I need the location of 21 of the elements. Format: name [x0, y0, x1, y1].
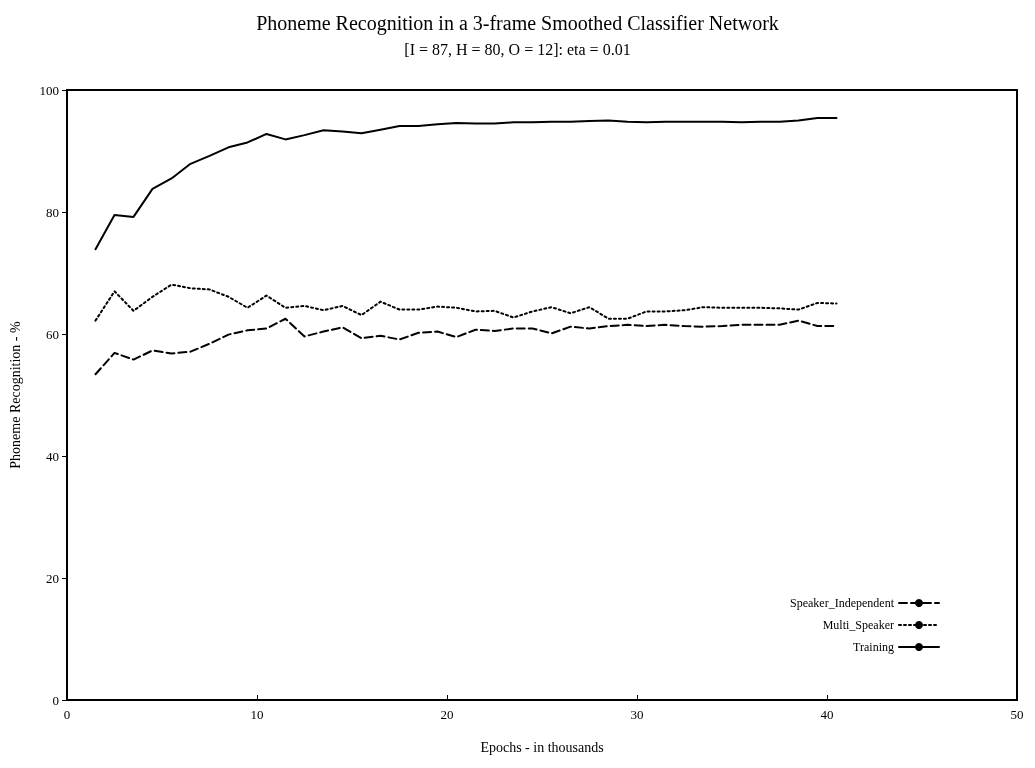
y-axis-title: Phoneme Recognition - %: [7, 320, 23, 469]
line-series: [94, 117, 838, 251]
y-tick-label: 60: [46, 326, 59, 342]
y-tick-label: 80: [46, 204, 59, 220]
legend-label: Training: [853, 640, 894, 654]
y-tick-label: 40: [46, 448, 59, 464]
x-tick-label: 40: [820, 707, 834, 722]
y-tick-label: 20: [46, 570, 59, 586]
legend-label: Multi_Speaker: [822, 618, 894, 632]
x-tick-label: 0: [63, 707, 71, 722]
x-tick-label: 50: [1010, 707, 1024, 722]
legend-label: Speaker_Independent: [790, 596, 895, 610]
x-tick-label: 20: [440, 707, 454, 722]
y-tick-label: 100: [39, 82, 59, 98]
x-tick-label: 30: [630, 707, 644, 722]
chart-title: Phoneme Recognition in a 3-frame Smoothed Classifier Network: [256, 12, 779, 35]
chart-subtitle: [I = 87, H = 80, O = 12]: eta = 0.01: [404, 40, 631, 58]
x-tick-label: 10: [250, 707, 264, 722]
x-axis-title: Epochs - in thousands: [480, 739, 604, 755]
line-series: [94, 283, 838, 322]
y-tick-label: 0: [52, 692, 59, 708]
